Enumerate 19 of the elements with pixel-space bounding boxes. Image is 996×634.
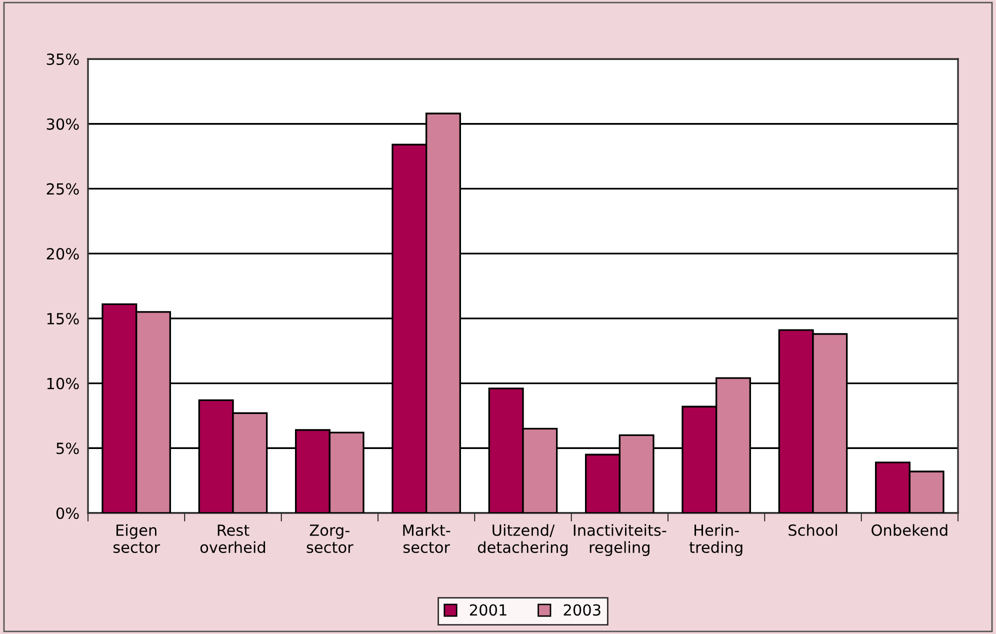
y-tick-label: 10%: [47, 378, 79, 390]
x-tick-label: Markt- sector: [403, 524, 450, 554]
x-tick-label: Herin- treding: [689, 524, 742, 556]
y-tick-label: 30%: [46, 118, 79, 130]
y-tick-label: 5%: [56, 442, 79, 454]
x-tick-label: Onbekend: [872, 524, 948, 536]
x-tick-label: Inactiviteits- regeling: [574, 524, 666, 556]
y-tick-label: 20%: [46, 248, 79, 260]
y-tick-label: 0%: [56, 507, 79, 520]
x-tick-label: Uitzend/ detachering: [478, 524, 568, 556]
x-tick-label: Eigen sector: [113, 524, 160, 554]
x-tick-label: School: [788, 524, 837, 536]
x-tick-label: Rest overheid: [200, 524, 266, 554]
legend-label: 2001: [470, 604, 506, 616]
y-tick-label: 15%: [47, 312, 79, 324]
x-tick-label: Zorg- sector: [306, 524, 354, 554]
y-tick-label: 25%: [46, 183, 79, 195]
legend-label: 2003: [564, 604, 600, 616]
y-tick-label: 35%: [46, 53, 79, 66]
